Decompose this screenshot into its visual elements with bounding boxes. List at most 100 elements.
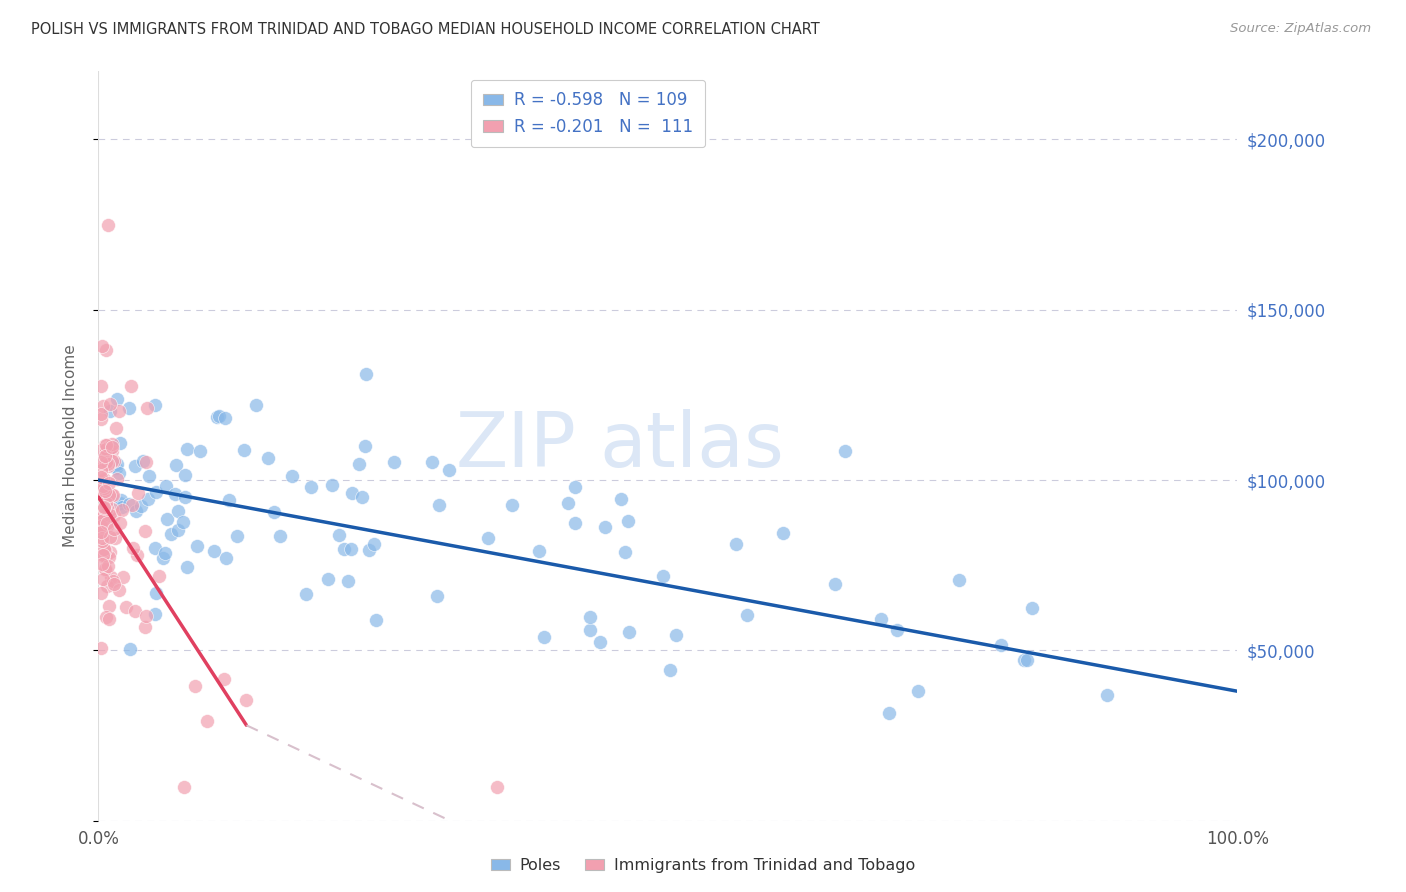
Point [96, 501, 118, 516]
Point [613, 544, 636, 558]
Point [134, 524, 156, 539]
Point [90, 408, 112, 422]
Point [94, 438, 117, 452]
Point [218, 492, 240, 507]
Point [269, 529, 291, 543]
Point [486, 780, 509, 794]
Point [328, 527, 350, 541]
Text: POLISH VS IMMIGRANTS FROM TRINIDAD AND TOBAGO MEDIAN HOUSEHOLD INCOME CORRELATIO: POLISH VS IMMIGRANTS FROM TRINIDAD AND T… [31, 22, 820, 37]
Point [527, 544, 550, 558]
Point [593, 520, 616, 534]
Point [263, 505, 285, 519]
Point [340, 541, 363, 556]
Point [94, 495, 117, 509]
Point [235, 692, 257, 706]
Point [886, 623, 908, 637]
Point [107, 392, 129, 407]
Point [90, 442, 112, 457]
Point [125, 504, 148, 518]
Point [129, 499, 152, 513]
Point [94, 610, 117, 624]
Point [564, 480, 586, 494]
Point [101, 487, 124, 501]
Point [108, 403, 131, 417]
Point [97, 457, 120, 471]
Point [94, 542, 117, 557]
Point [208, 409, 231, 424]
Point [232, 443, 254, 458]
Point [652, 569, 675, 583]
Point [96, 343, 118, 357]
Point [91, 526, 114, 541]
Text: ZIP: ZIP [456, 409, 576, 483]
Point [96, 515, 118, 529]
Point [1021, 600, 1043, 615]
Point [280, 469, 302, 483]
Point [104, 531, 127, 545]
Point [91, 572, 114, 586]
Point [100, 501, 122, 516]
Point [333, 542, 356, 557]
Point [295, 586, 318, 600]
Point [173, 780, 195, 794]
Point [101, 440, 124, 454]
Point [143, 541, 166, 556]
Point [735, 608, 758, 623]
Point [501, 498, 523, 512]
Point [354, 367, 377, 381]
Point [98, 612, 121, 626]
Point [136, 492, 159, 507]
Point [172, 515, 194, 529]
Point [90, 517, 112, 532]
Point [658, 663, 681, 677]
Point [426, 589, 449, 603]
Point [155, 479, 177, 493]
Point [98, 508, 121, 523]
Point [152, 550, 174, 565]
Point [143, 607, 166, 622]
Point [176, 442, 198, 457]
Point [91, 508, 114, 522]
Point [557, 496, 579, 510]
Point [97, 501, 120, 516]
Point [145, 484, 167, 499]
Point [93, 481, 115, 495]
Point [153, 546, 176, 560]
Point [98, 508, 121, 522]
Point [834, 443, 856, 458]
Point [93, 508, 115, 522]
Point [132, 453, 155, 467]
Point [103, 576, 125, 591]
Point [121, 498, 143, 512]
Point [90, 524, 112, 539]
Point [93, 549, 115, 563]
Point [107, 472, 129, 486]
Point [90, 469, 112, 483]
Point [101, 574, 124, 589]
Point [366, 613, 388, 627]
Point [97, 488, 120, 502]
Point [100, 437, 122, 451]
Point [93, 561, 115, 575]
Point [104, 421, 127, 435]
Point [245, 398, 267, 412]
Point [617, 514, 640, 528]
Point [112, 570, 135, 584]
Point [120, 379, 142, 393]
Point [108, 496, 131, 510]
Point [98, 444, 121, 458]
Point [98, 545, 121, 559]
Point [225, 529, 247, 543]
Text: atlas: atlas [599, 409, 785, 483]
Point [90, 640, 112, 655]
Point [148, 569, 170, 583]
Point [138, 469, 160, 483]
Point [1012, 653, 1035, 667]
Point [103, 522, 125, 536]
Point [94, 487, 117, 501]
Point [990, 638, 1012, 652]
Point [160, 527, 183, 541]
Point [111, 500, 134, 514]
Point [724, 537, 747, 551]
Point [98, 476, 121, 491]
